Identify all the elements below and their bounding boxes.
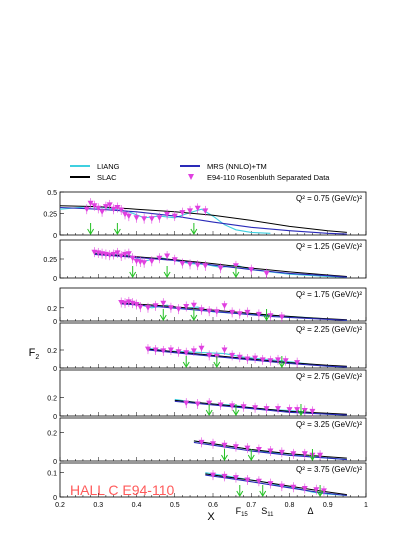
resonance-arrow-head [297, 409, 305, 416]
resonance-label-main: S [261, 506, 267, 516]
x-axis: 0.2 0.3 0.4 0.5 0.6 0.7 0.8 0.9 1 F15 S11 Δ [55, 502, 368, 518]
legend-marker-3 [188, 174, 194, 180]
resonance-label-sub: 11 [267, 512, 274, 518]
mrs-curve [94, 253, 347, 278]
resonance-arrow-head [182, 361, 190, 368]
mrs-curve [59, 206, 347, 235]
resonance-arrow-head [232, 409, 240, 416]
panel-3: 0 0.2 Q² = 2.25 (GeV/c)² [47, 322, 367, 373]
y-tick-label: 0 [53, 319, 57, 326]
panel-q2-label: Q² = 2.75 (GeV/c)² [296, 372, 362, 381]
x-tick-label: 1 [364, 502, 368, 509]
resonance-arrow-head [205, 409, 213, 416]
slac-curve [174, 399, 347, 415]
x-axis-title: X [207, 511, 215, 523]
panel-4: 0 0.2 Q² = 2.75 (GeV/c)² [47, 369, 367, 421]
y-tick-label: 0 [53, 414, 57, 421]
y-tick-label: 0.2 [47, 430, 57, 437]
resonance-arrow-head [316, 490, 324, 497]
panel-q2-label: Q² = 2.25 (GeV/c)² [296, 325, 362, 334]
resonance-arrow-head [213, 361, 221, 368]
resonance-arrow-head [87, 228, 95, 235]
slac-curve [94, 253, 347, 277]
y-tick-label: 0.25 [43, 257, 57, 264]
x-tick-label: 0.5 [170, 502, 180, 509]
resonance-arrow-head [159, 314, 167, 321]
x-tick-label: 0.8 [285, 502, 295, 509]
y-tick-label: 0.5 [47, 190, 57, 197]
mrs-curve [147, 349, 347, 368]
resonance-arrow-head [113, 228, 121, 235]
mrs-curve [205, 474, 347, 497]
mrs-curve [174, 400, 347, 416]
panel-q2-label: Q² = 1.25 (GeV/c)² [296, 242, 362, 251]
resonance-arrow-head [309, 454, 316, 461]
panel-1: 0 0.25 Q² = 1.25 (GeV/c)² [43, 239, 367, 283]
legend: LIANG SLAC MRS (NNLO)+TM E94-110 Rosenbluth… [70, 162, 330, 182]
panel-q2-label: Q² = 0.75 (GeV/c)² [296, 194, 362, 203]
resonance-label-main: Δ [308, 506, 314, 516]
panel-5: 0 0.2 Q² = 3.25 (GeV/c)² [47, 417, 367, 466]
legend-label-2: MRS (NNLO)+TM [207, 162, 267, 171]
y-tick-label: 0.2 [47, 348, 57, 355]
x-tick-label: 0.4 [132, 502, 142, 509]
y-tick-label: 0.25 [43, 212, 57, 219]
resonance-arrow-head [163, 271, 171, 278]
resonance-label-main: F [236, 506, 242, 516]
resonance-arrow-head [232, 271, 240, 278]
y-tick-label: 0 [53, 366, 57, 373]
slac-curve [205, 473, 347, 496]
x-tick-label: 0.7 [246, 502, 256, 509]
resonance-arrow-head [263, 314, 270, 321]
legend-label-3: E94-110 Rosenbluth Separated Data [207, 173, 330, 182]
slac-curve [147, 348, 347, 367]
y-axis-title-main: F [29, 347, 36, 359]
y-tick-label: 0.2 [47, 396, 57, 403]
resonance-label-sub: 15 [241, 512, 248, 518]
x-tick-label: 0.6 [208, 502, 218, 509]
resonance-arrow-head [236, 490, 244, 497]
panel-6: 0 0.1 Q² = 3.75 (GeV/c)² [47, 462, 367, 502]
resonance-label: F15 [236, 506, 249, 518]
y-tick-label: 0 [53, 276, 57, 283]
resonance-arrow-head [190, 314, 198, 321]
legend-label-1: SLAC [97, 173, 117, 182]
resonance-label: S11 [261, 506, 274, 518]
y-axis-title: F2 [29, 347, 40, 361]
y-tick-label: 0.1 [47, 471, 57, 478]
legend-label-0: LIANG [97, 162, 120, 171]
x-tick-label: 0.2 [55, 502, 65, 509]
panel-q2-label: Q² = 3.25 (GeV/c)² [296, 420, 362, 429]
resonance-arrow-head [278, 361, 286, 368]
resonance-arrow-head [247, 454, 255, 461]
chart-panels: 0 0.25 0.5 Q² = 0.75 (GeV/c)² 0 0.25 Q² = 1.25… [43, 190, 367, 502]
resonance-arrow-head [221, 454, 228, 461]
panel-q2-label: Q² = 3.75 (GeV/c)² [296, 465, 362, 474]
y-axis-title-sub: 2 [35, 354, 39, 361]
y-tick-label: 0 [53, 459, 57, 466]
panel-q2-label: Q² = 1.75 (GeV/c)² [296, 290, 362, 299]
resonance-arrow-head [129, 271, 137, 278]
x-tick-label: 0.9 [323, 502, 333, 509]
hall-c-annotation: HALL C E94-110 [70, 482, 174, 498]
liang-curve [59, 206, 271, 234]
x-tick-label: 0.3 [93, 502, 103, 509]
resonance-arrow-head [190, 228, 198, 235]
resonance-arrow-head [259, 490, 267, 497]
resonance-label: Δ [308, 506, 314, 516]
y-tick-label: 0 [53, 495, 57, 502]
panel-0: 0 0.25 0.5 Q² = 0.75 (GeV/c)² [43, 190, 367, 240]
panel-2: 0 0.2 Q² = 1.75 (GeV/c)² [47, 287, 367, 326]
y-tick-label: 0.2 [47, 306, 57, 313]
y-tick-label: 0 [53, 233, 57, 240]
